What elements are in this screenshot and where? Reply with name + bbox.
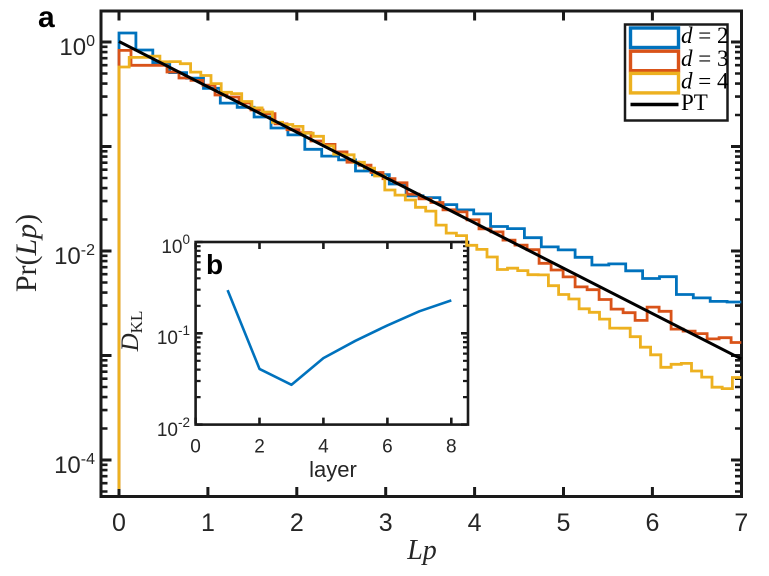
svg-text:2: 2	[290, 509, 304, 537]
svg-text:1: 1	[201, 509, 215, 537]
svg-text:4: 4	[468, 509, 482, 537]
svg-text:8: 8	[446, 437, 457, 458]
svg-text:a: a	[38, 1, 55, 34]
svg-text:10-2: 10-2	[54, 242, 95, 270]
svg-text:0: 0	[112, 509, 126, 537]
svg-text:100: 100	[59, 33, 95, 61]
svg-text:layer: layer	[309, 457, 357, 482]
svg-text:0: 0	[190, 437, 201, 458]
svg-text:d = 4: d = 4	[681, 68, 729, 93]
svg-text:Lp: Lp	[406, 535, 437, 566]
svg-text:d = 3: d = 3	[681, 46, 728, 71]
svg-text:PT: PT	[681, 90, 708, 115]
svg-text:b: b	[206, 249, 223, 280]
svg-text:3: 3	[379, 509, 393, 537]
svg-text:6: 6	[382, 437, 393, 458]
svg-text:7: 7	[734, 509, 748, 537]
svg-text:10-4: 10-4	[54, 451, 95, 479]
svg-text:DKL: DKL	[117, 311, 146, 353]
svg-text:5: 5	[557, 509, 571, 537]
svg-text:2: 2	[254, 437, 265, 458]
svg-text:4: 4	[318, 437, 329, 458]
svg-text:10-2: 10-2	[157, 415, 190, 441]
svg-text:6: 6	[645, 509, 659, 537]
svg-text:Pr(Lp): Pr(Lp)	[10, 214, 43, 292]
svg-text:d = 2: d = 2	[681, 23, 728, 48]
